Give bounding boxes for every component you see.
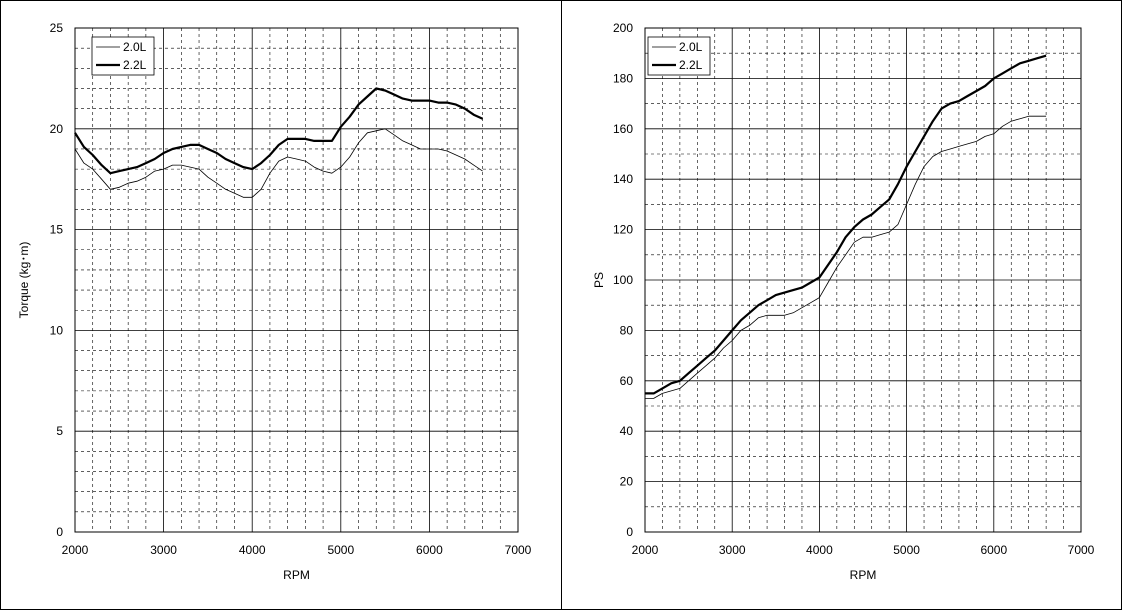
y-tick-label: 160 — [613, 122, 633, 136]
y-tick-label: 5 — [56, 424, 63, 438]
y-tick-label: 80 — [620, 323, 634, 337]
right-panel-frame — [561, 0, 1122, 610]
y-tick-label: 10 — [50, 323, 64, 337]
power-chart: 2000 3000 4000 5000 6000 7000 0 20 40 60 80 100 120 1… — [592, 21, 1095, 582]
y-tick-label: 0 — [56, 525, 63, 539]
x-tick-label: 4000 — [806, 543, 833, 557]
series-line-2-2L — [74, 87, 484, 175]
y-tick-label: 100 — [613, 273, 633, 287]
plot-area — [644, 27, 1082, 533]
x-axis-title: RPM — [283, 568, 310, 582]
y-axis-title: Torque (kg･m) — [17, 242, 31, 319]
y-tick-label: 25 — [50, 21, 64, 35]
y-tick-label: 120 — [613, 223, 633, 237]
torque-chart: 2000 3000 4000 5000 6000 7000 0 5 10 15 20 25 RPM Tor… — [17, 21, 532, 582]
plot-area — [74, 27, 519, 533]
x-tick-label: 5000 — [327, 543, 354, 557]
y-tick-label: 15 — [50, 223, 64, 237]
x-tick-label: 3000 — [150, 543, 177, 557]
series-line-2-0L — [74, 128, 483, 198]
legend-label: 2.2L — [123, 58, 147, 72]
legend-label: 2.0L — [123, 40, 147, 54]
legend-box — [647, 36, 711, 76]
x-tick-label: 7000 — [505, 543, 532, 557]
y-tick-label: 60 — [620, 374, 634, 388]
x-tick-label: 4000 — [239, 543, 266, 557]
y-axis-title: PS — [592, 272, 606, 288]
x-tick-label: 2000 — [632, 543, 659, 557]
y-tick-label: 40 — [620, 424, 634, 438]
y-tick-label: 140 — [613, 172, 633, 186]
series-line-2-2L — [645, 54, 1047, 395]
series-line-2-0L — [645, 115, 1047, 399]
y-tick-label: 0 — [626, 525, 633, 539]
left-panel-frame — [0, 0, 562, 610]
y-tick-label: 20 — [620, 475, 634, 489]
y-tick-label: 180 — [613, 71, 633, 85]
x-tick-label: 2000 — [62, 543, 89, 557]
x-tick-label: 6000 — [980, 543, 1007, 557]
x-tick-label: 7000 — [1068, 543, 1095, 557]
x-tick-label: 6000 — [416, 543, 443, 557]
x-tick-label: 3000 — [719, 543, 746, 557]
legend-box — [91, 36, 155, 76]
legend-label: 2.2L — [679, 58, 703, 72]
x-axis-title: RPM — [850, 568, 877, 582]
legend-label: 2.0L — [679, 40, 703, 54]
x-tick-label: 5000 — [893, 543, 920, 557]
y-tick-label: 20 — [50, 122, 64, 136]
y-tick-label: 200 — [613, 21, 633, 35]
